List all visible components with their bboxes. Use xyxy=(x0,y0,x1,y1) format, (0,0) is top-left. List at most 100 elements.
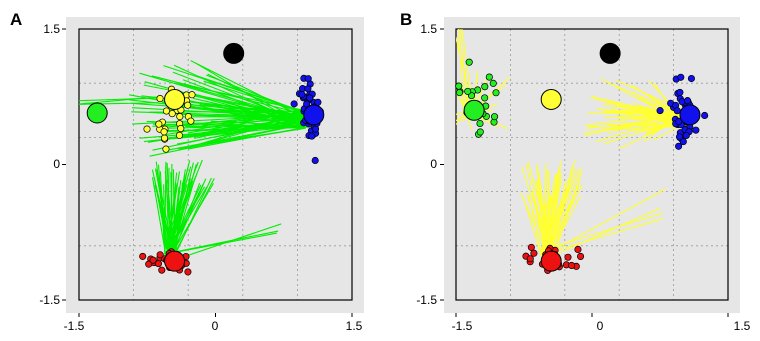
target-marker xyxy=(679,104,701,126)
target-marker xyxy=(223,42,245,64)
trajectory-line xyxy=(528,194,543,258)
target-marker xyxy=(540,250,562,272)
target-marker xyxy=(164,250,186,272)
trajectory-line xyxy=(151,177,166,253)
endpoint-point xyxy=(156,251,164,259)
endpoint-point xyxy=(568,261,576,269)
endpoint-point xyxy=(145,260,153,268)
trajectory-line xyxy=(547,207,661,259)
endpoint-point xyxy=(577,252,585,260)
trajectory-line xyxy=(154,182,170,259)
endpoint-point xyxy=(176,113,184,121)
endpoint-cluster xyxy=(455,58,709,274)
trajectory-line xyxy=(199,103,312,123)
trajectory-line xyxy=(456,112,467,122)
endpoint-point xyxy=(676,88,684,96)
target-marker xyxy=(599,42,621,64)
y-tick-label-middle: 0 xyxy=(430,157,437,171)
panel-b: B 1.5 0 -1.5 -1.5 0 1.5 xyxy=(400,10,751,333)
x-tick-label-right: 1.5 xyxy=(734,319,751,333)
endpoint-point xyxy=(679,138,687,146)
panel-label: A xyxy=(10,10,22,29)
inner-frame xyxy=(78,28,353,301)
endpoint-point xyxy=(139,252,147,260)
endpoint-point xyxy=(489,79,497,87)
endpoint-point xyxy=(675,133,684,141)
endpoint-point xyxy=(481,94,489,102)
endpoint-point xyxy=(564,253,572,261)
trajectory-line xyxy=(604,115,679,119)
endpoint-point xyxy=(464,87,472,95)
axis-ticks xyxy=(62,28,353,317)
endpoint-point xyxy=(298,90,306,99)
target-marker xyxy=(86,102,108,124)
y-tick-label-top: 1.5 xyxy=(420,22,437,36)
trajectory-line xyxy=(523,198,543,260)
endpoint-cluster xyxy=(139,74,324,276)
trajectory-line xyxy=(79,102,159,105)
trajectory-line xyxy=(79,96,159,105)
endpoint-point xyxy=(682,131,690,140)
endpoint-point xyxy=(175,131,184,139)
trajectory-line xyxy=(547,197,576,255)
trajectory-line xyxy=(546,169,549,249)
trajectory-line xyxy=(653,125,681,141)
trajectory-line xyxy=(163,65,312,115)
endpoint-point xyxy=(656,107,664,115)
x-tick-label-left: -1.5 xyxy=(64,319,85,333)
endpoint-point xyxy=(481,83,489,91)
endpoint-point xyxy=(184,101,192,109)
trajectory-line xyxy=(203,80,306,115)
trajectory-line xyxy=(547,171,562,259)
endpoint-point xyxy=(162,145,170,153)
target-marker xyxy=(164,88,186,110)
endpoint-point xyxy=(492,89,500,97)
trajectory-line xyxy=(611,108,680,121)
trajectory-line xyxy=(153,177,172,253)
y-tick-label-top: 1.5 xyxy=(43,22,60,36)
trajectory-line xyxy=(171,230,279,254)
x-tick-label-middle: 0 xyxy=(597,319,604,333)
endpoint-point xyxy=(491,113,499,121)
endpoint-point xyxy=(455,89,464,97)
trajectory-line xyxy=(168,124,306,129)
trajectory-line xyxy=(604,119,678,145)
endpoint-point xyxy=(187,117,195,125)
endpoint-point xyxy=(687,74,695,83)
trajectory-line xyxy=(151,75,303,115)
endpoint-point xyxy=(526,255,534,263)
endpoint-point xyxy=(304,75,312,83)
trajectory-line xyxy=(171,223,282,262)
endpoint-point xyxy=(527,243,535,251)
endpoint-point xyxy=(574,245,582,254)
trajectory-line xyxy=(164,161,167,254)
endpoint-point xyxy=(155,120,163,128)
endpoint-point xyxy=(304,85,312,93)
endpoint-point xyxy=(143,125,151,133)
trajectory-line xyxy=(173,177,212,258)
endpoint-point xyxy=(692,126,700,134)
trajectory-line xyxy=(194,114,308,139)
trajectory-line xyxy=(173,178,196,250)
trajectory-line xyxy=(549,172,583,259)
trajectory-line xyxy=(543,218,663,255)
trajectory-line xyxy=(176,118,312,145)
endpoint-point xyxy=(158,266,166,274)
trajectory-line xyxy=(170,184,181,259)
axes-background xyxy=(66,17,364,313)
endpoint-point xyxy=(168,110,176,118)
trajectory-line xyxy=(190,60,307,119)
endpoint-point xyxy=(308,132,316,140)
endpoint-point xyxy=(701,111,709,120)
trajectory-line xyxy=(544,188,667,256)
target-marker xyxy=(463,99,485,121)
endpoint-point xyxy=(149,256,157,264)
y-tick-label-bottom: -1.5 xyxy=(39,293,60,307)
endpoint-point xyxy=(160,128,168,136)
axes-background xyxy=(444,17,740,313)
x-tick-label-middle: 0 xyxy=(212,319,219,333)
trajectory-line xyxy=(130,102,307,117)
trajectory-line xyxy=(457,29,466,119)
trajectory-line xyxy=(149,122,310,157)
